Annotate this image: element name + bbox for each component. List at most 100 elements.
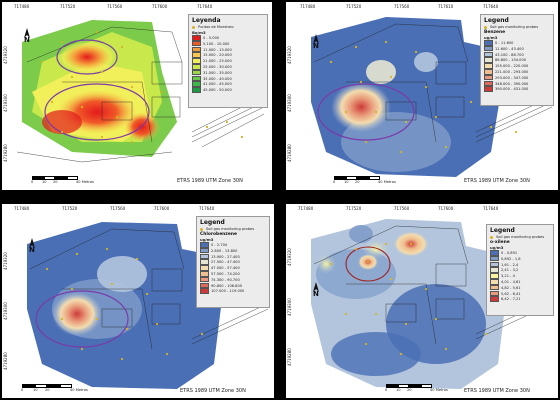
north-arrow-label: N	[313, 290, 319, 298]
legend-class-entry: 13.900 - 27.400	[200, 253, 266, 260]
legend-class-entry: 107.000 - 119.000	[200, 288, 266, 294]
legend-class-entry: 35.000 - 40.000	[192, 75, 264, 82]
legend-subtitle: Benzene	[484, 30, 506, 35]
x-tick-label: 717640	[199, 206, 215, 211]
x-tick-label: 717640	[483, 4, 499, 9]
legend-class-label: 86.800 - 154.000	[495, 58, 527, 63]
scale-label: 0	[385, 388, 388, 392]
legend-class-entry: 0 - 0,891	[490, 250, 550, 256]
legend-class-label: 43.100 - 86.700	[495, 52, 524, 57]
legend-class-label: 3,21 - 4	[501, 273, 515, 278]
x-tick-label: 717640	[483, 206, 499, 211]
legend-class-entry: 11.000 - 15.000	[192, 46, 264, 53]
scale-label: 10	[33, 388, 38, 392]
scale-bar	[32, 176, 78, 180]
crs-label: ETRS 1989 UTM Zone 30N	[464, 178, 530, 184]
map-legend: Legend Soil gas monitoring probes Chloro…	[196, 216, 270, 308]
x-tick-label: 717560	[107, 4, 123, 9]
legend-class-entry: 293.000 - 347.000	[484, 74, 550, 81]
legend-class-entry: 0 - 5.000	[192, 35, 264, 41]
legend-unit: ug/m3	[490, 245, 504, 250]
legend-swatch	[484, 80, 493, 87]
x-tick-label: 717480	[300, 4, 316, 9]
legend-class-entry: 47.500 - 57.400	[200, 265, 266, 271]
y-tick-label: 4719320	[3, 46, 8, 64]
legend-class-entry: 6,42 - 7,21	[490, 296, 550, 302]
legend-class-entry: 5,62 - 6,41	[490, 290, 550, 297]
legend-class-label: 0 - 5.000	[203, 35, 220, 40]
legend-point-entry: Soil gas monitoring probes	[200, 227, 266, 232]
legend-class-entry: 90.800 - 106.800	[200, 282, 266, 289]
legend-swatch	[490, 250, 499, 256]
legend-classes: 0 - 0,891 0,892 - 1,6 1,61 - 2,4 2,41 - 3,2…	[490, 250, 550, 302]
scale-bar	[22, 384, 72, 388]
legend-class-entry: 155.000 - 220.000	[484, 63, 550, 69]
legend-unit: ug/m3	[200, 237, 214, 242]
legend-class-entry: 86.800 - 154.000	[484, 57, 550, 63]
legend-class-label: 390.000 - 431.000	[495, 87, 529, 92]
legend-class-entry: 21.000 - 25.000	[192, 58, 264, 64]
scale-label: 20	[355, 180, 360, 184]
legend-class-entry: 57.500 - 74.200	[200, 270, 266, 277]
legend-class-entry: 2,41 - 3,2	[490, 267, 550, 273]
legend-class-label: 2.800 - 13.800	[211, 248, 238, 253]
x-tick-label: 717600	[152, 4, 168, 9]
x-tick-label: 717560	[394, 4, 410, 9]
north-arrow-label: N	[24, 36, 30, 44]
scale-label: 40 Metros	[70, 388, 88, 392]
legend-class-label: 74.300 - 90.700	[211, 277, 240, 282]
legend-swatch	[484, 63, 493, 69]
legend-unit: ug/m3	[484, 35, 498, 40]
legend-swatch	[484, 57, 493, 63]
legend-class-label: 11.000 - 15.000	[203, 47, 232, 52]
legend-class-label: 6,42 - 7,21	[501, 297, 521, 302]
y-tick-label: 4719320	[287, 46, 292, 64]
legend-title: Legend	[200, 219, 225, 226]
legend-point-entry: Soil gas monitoring probes	[484, 25, 550, 30]
legend-class-label: 35.000 - 40.000	[203, 76, 232, 81]
legend-class-entry: 41.000 - 45.000	[192, 81, 264, 87]
legend-swatch	[490, 284, 499, 291]
x-tick-label: 717600	[438, 206, 454, 211]
scale-label: 0	[333, 180, 336, 184]
legend-class-label: 27.500 - 47.400	[211, 260, 240, 265]
legend-class-label: 45.000 - 50.000	[203, 87, 232, 92]
legend-class-entry: 3,21 - 4	[490, 273, 550, 279]
legend-subtitle: Chlorobenzene	[200, 232, 237, 237]
legend-class-label: 155.000 - 220.000	[495, 63, 529, 68]
legend-class-entry: 31.000 - 35.000	[192, 69, 264, 76]
y-tick-label: 4719320	[3, 252, 8, 270]
legend-class-label: 5.100 - 10.000	[203, 41, 230, 46]
legend-class-label: 57.500 - 74.200	[211, 271, 240, 276]
legend-class-entry: 27.500 - 47.400	[200, 259, 266, 265]
legend-swatch	[192, 52, 201, 58]
legend-class-label: 2,41 - 3,2	[501, 268, 519, 273]
x-tick-label: 717520	[60, 4, 76, 9]
legend-class-label: 11.600 - 43.400	[495, 46, 524, 51]
legend-class-label: 41.000 - 45.000	[203, 82, 232, 87]
legend-swatch	[192, 40, 201, 47]
y-tick-label: 4719300	[3, 302, 8, 320]
legend-classes: 0 - 11.600 11.600 - 43.400 43.100 - 86.700…	[484, 40, 550, 92]
legend-swatch	[484, 51, 493, 58]
legend-swatch	[200, 282, 209, 289]
crs-label: ETRS 1989 UTM Zone 30N	[464, 388, 530, 394]
legend-swatch	[484, 68, 493, 75]
x-tick-label: 717610	[438, 4, 454, 9]
legend-swatch	[484, 74, 493, 81]
map-panel-radon: N 717480 717520 717560 717600 717640 471…	[2, 2, 272, 190]
legend-class-label: 4,01 - 4,81	[501, 279, 521, 284]
legend-swatch	[490, 290, 499, 297]
legend-swatch	[490, 296, 499, 302]
legend-class-label: 25.000 - 30.000	[203, 64, 232, 69]
map-panel-chlorobenzene: N 717480 717520 717560 717600 717640 471…	[2, 204, 274, 398]
legend-class-entry: 11.600 - 43.400	[484, 45, 550, 52]
legend-classes: 0 - 2.700 2.800 - 13.800 13.900 - 27.400 27…	[200, 242, 266, 294]
legend-swatch	[484, 40, 493, 46]
scale-label: 20	[407, 388, 412, 392]
map-panel-benzene: N 717480 717520 717560 717610 717640 471…	[286, 2, 558, 190]
legend-class-entry: 0 - 2.700	[200, 242, 266, 248]
x-tick-label: 717560	[394, 206, 410, 211]
y-tick-label: 4719280	[3, 144, 8, 162]
scale-label: 10	[344, 180, 349, 184]
